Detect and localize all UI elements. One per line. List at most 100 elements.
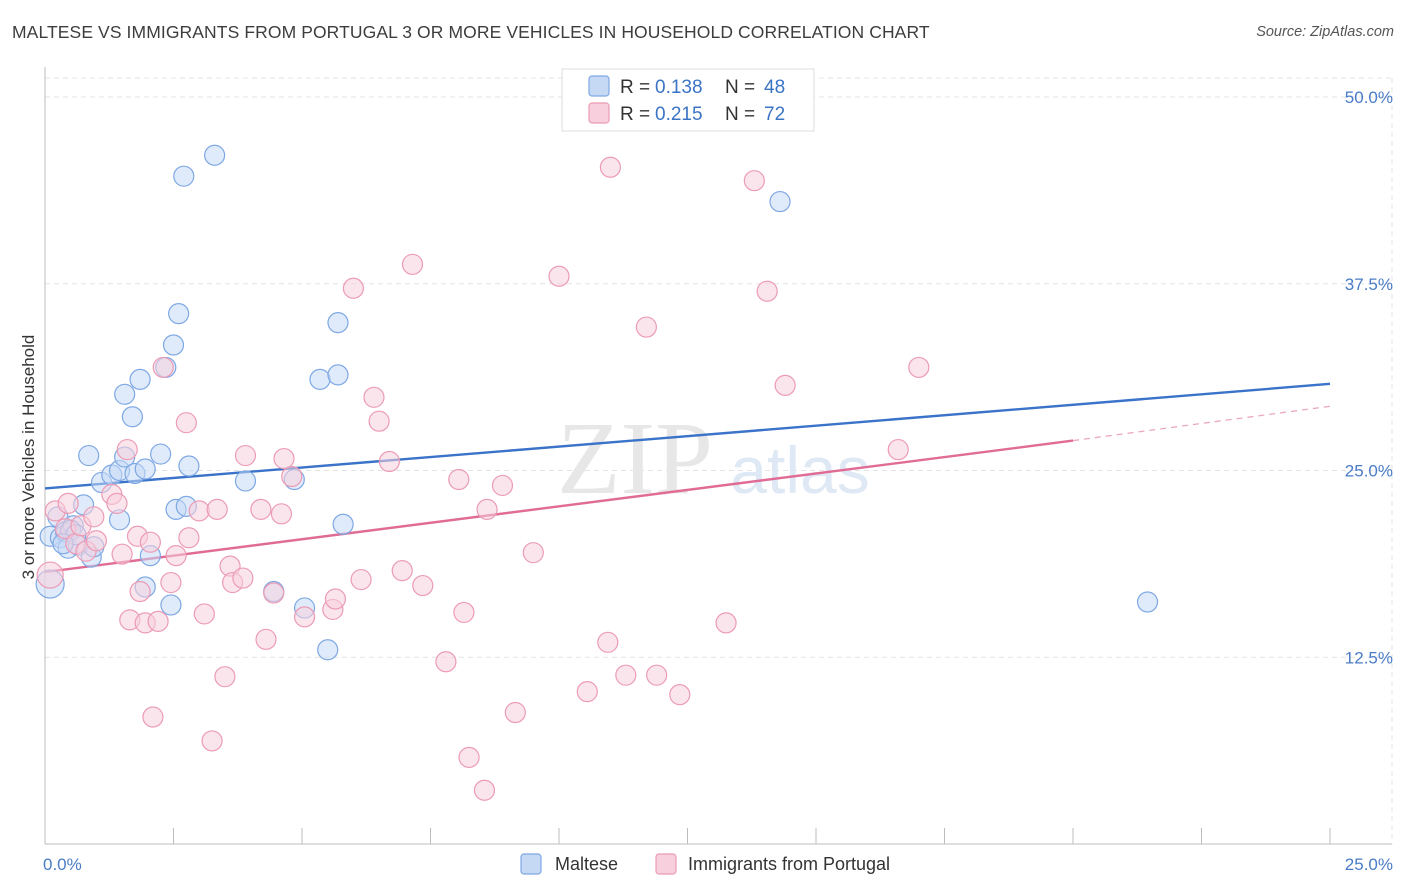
point-portugal-56 — [476, 498, 498, 520]
point-maltese-22 — [134, 458, 156, 480]
point-portugal-20 — [152, 356, 174, 379]
point-portugal-44 — [350, 568, 372, 591]
y-tick-labels: 12.5% 25.0% 37.5% 50.0% — [1345, 88, 1393, 667]
point-portugal-11 — [111, 543, 133, 565]
point-portugal-32 — [232, 567, 254, 589]
point-maltese-42 — [332, 513, 354, 535]
point-portugal-47 — [378, 450, 400, 473]
point-portugal-50 — [412, 574, 434, 597]
point-portugal-67 — [669, 683, 691, 706]
legend-swatch-portugal — [588, 102, 610, 124]
point-portugal-40 — [293, 606, 316, 628]
point-portugal-8 — [85, 530, 108, 552]
y-axis-label: 3 or more Vehicles in Household — [19, 335, 38, 580]
point-portugal-21 — [160, 571, 182, 594]
point-portugal-25 — [188, 500, 210, 522]
y-tick-label-3: 50.0% — [1345, 88, 1393, 107]
point-maltese-43 — [769, 190, 791, 213]
point-portugal-0 — [36, 561, 64, 589]
point-portugal-63 — [599, 156, 622, 178]
point-portugal-71 — [774, 374, 796, 396]
point-portugal-61 — [576, 681, 598, 703]
y-tick-label-2: 37.5% — [1345, 275, 1393, 294]
trend-lines — [44, 382, 1331, 574]
chart-source: Source: ZipAtlas.com — [1256, 24, 1394, 40]
point-portugal-22 — [165, 545, 187, 567]
point-portugal-55 — [473, 779, 496, 801]
trend-line-portugal — [44, 439, 1074, 574]
watermark: ZIP atlas — [557, 401, 870, 516]
point-portugal-65 — [635, 316, 657, 338]
point-maltese-40 — [327, 364, 349, 386]
point-maltese-9 — [78, 444, 100, 467]
legend-r-value-portugal: 0.215 — [655, 104, 703, 125]
point-maltese-29 — [168, 303, 190, 325]
point-portugal-59 — [522, 542, 544, 564]
point-maltese-39 — [317, 639, 339, 661]
point-portugal-64 — [615, 664, 637, 686]
legend-n-label-portugal: N = — [725, 104, 760, 125]
point-portugal-3 — [57, 492, 79, 514]
point-portugal-33 — [234, 444, 257, 467]
point-portugal-70 — [756, 280, 778, 302]
legend-r-label-maltese: R = — [620, 77, 655, 98]
trend-line-maltese — [44, 382, 1331, 490]
point-portugal-24 — [178, 527, 200, 549]
point-portugal-18 — [142, 706, 164, 728]
point-portugal-43 — [342, 277, 364, 299]
point-portugal-17 — [139, 531, 161, 553]
bottom-legend-label-maltese: Maltese — [555, 854, 618, 874]
legend-r-value-maltese: 0.138 — [655, 77, 703, 98]
point-portugal-72 — [887, 438, 909, 461]
point-portugal-23 — [175, 412, 197, 434]
point-maltese-20 — [129, 368, 151, 390]
point-maltese-33 — [204, 144, 226, 166]
point-portugal-42 — [324, 588, 347, 610]
point-portugal-39 — [281, 465, 303, 488]
point-portugal-58 — [504, 701, 526, 724]
point-portugal-54 — [458, 746, 480, 768]
point-portugal-35 — [255, 628, 277, 650]
point-maltese-32 — [178, 455, 200, 477]
point-maltese-44 — [1136, 591, 1159, 613]
legend-n-label-maltese: N = — [725, 77, 760, 98]
point-portugal-26 — [193, 603, 215, 625]
axes — [44, 67, 1392, 845]
point-maltese-18 — [121, 406, 143, 428]
point-portugal-15 — [129, 580, 151, 603]
x-tick-label-0: 0.0% — [43, 855, 82, 874]
point-portugal-34 — [250, 498, 272, 520]
point-portugal-49 — [401, 253, 424, 275]
legend-n-value-portugal: 72 — [764, 104, 785, 125]
y-tick-label-0: 12.5% — [1345, 648, 1393, 667]
point-portugal-7 — [83, 506, 105, 528]
point-portugal-69 — [743, 170, 765, 192]
bottom-legend-swatch-maltese — [520, 853, 542, 875]
point-portugal-73 — [908, 356, 930, 379]
point-maltese-34 — [234, 470, 257, 492]
point-maltese-24 — [150, 443, 172, 465]
legend-n-value-maltese: 48 — [764, 77, 785, 98]
point-maltese-27 — [162, 334, 185, 356]
point-portugal-66 — [646, 664, 668, 686]
watermark-zip: ZIP — [557, 401, 713, 516]
x-tick-label-1: 25.0% — [1345, 855, 1393, 874]
point-portugal-10 — [106, 492, 128, 514]
point-portugal-57 — [491, 474, 514, 497]
point-portugal-52 — [448, 468, 470, 491]
point-maltese-26 — [160, 594, 182, 616]
point-portugal-60 — [548, 265, 570, 287]
point-portugal-68 — [715, 612, 737, 634]
point-portugal-36 — [263, 582, 285, 604]
point-portugal-46 — [368, 410, 390, 432]
point-portugal-53 — [453, 601, 475, 624]
point-portugal-62 — [597, 631, 619, 653]
trend-line-extension-portugal — [1072, 405, 1331, 442]
point-portugal-29 — [214, 666, 236, 688]
legend-r-label-portugal: R = — [620, 104, 655, 125]
point-portugal-28 — [206, 498, 228, 520]
point-portugal-48 — [391, 559, 413, 582]
legend-swatch-maltese — [588, 75, 610, 97]
legend-top: R = 0.138 N = 48 R = 0.215 N = 72 — [561, 68, 815, 132]
